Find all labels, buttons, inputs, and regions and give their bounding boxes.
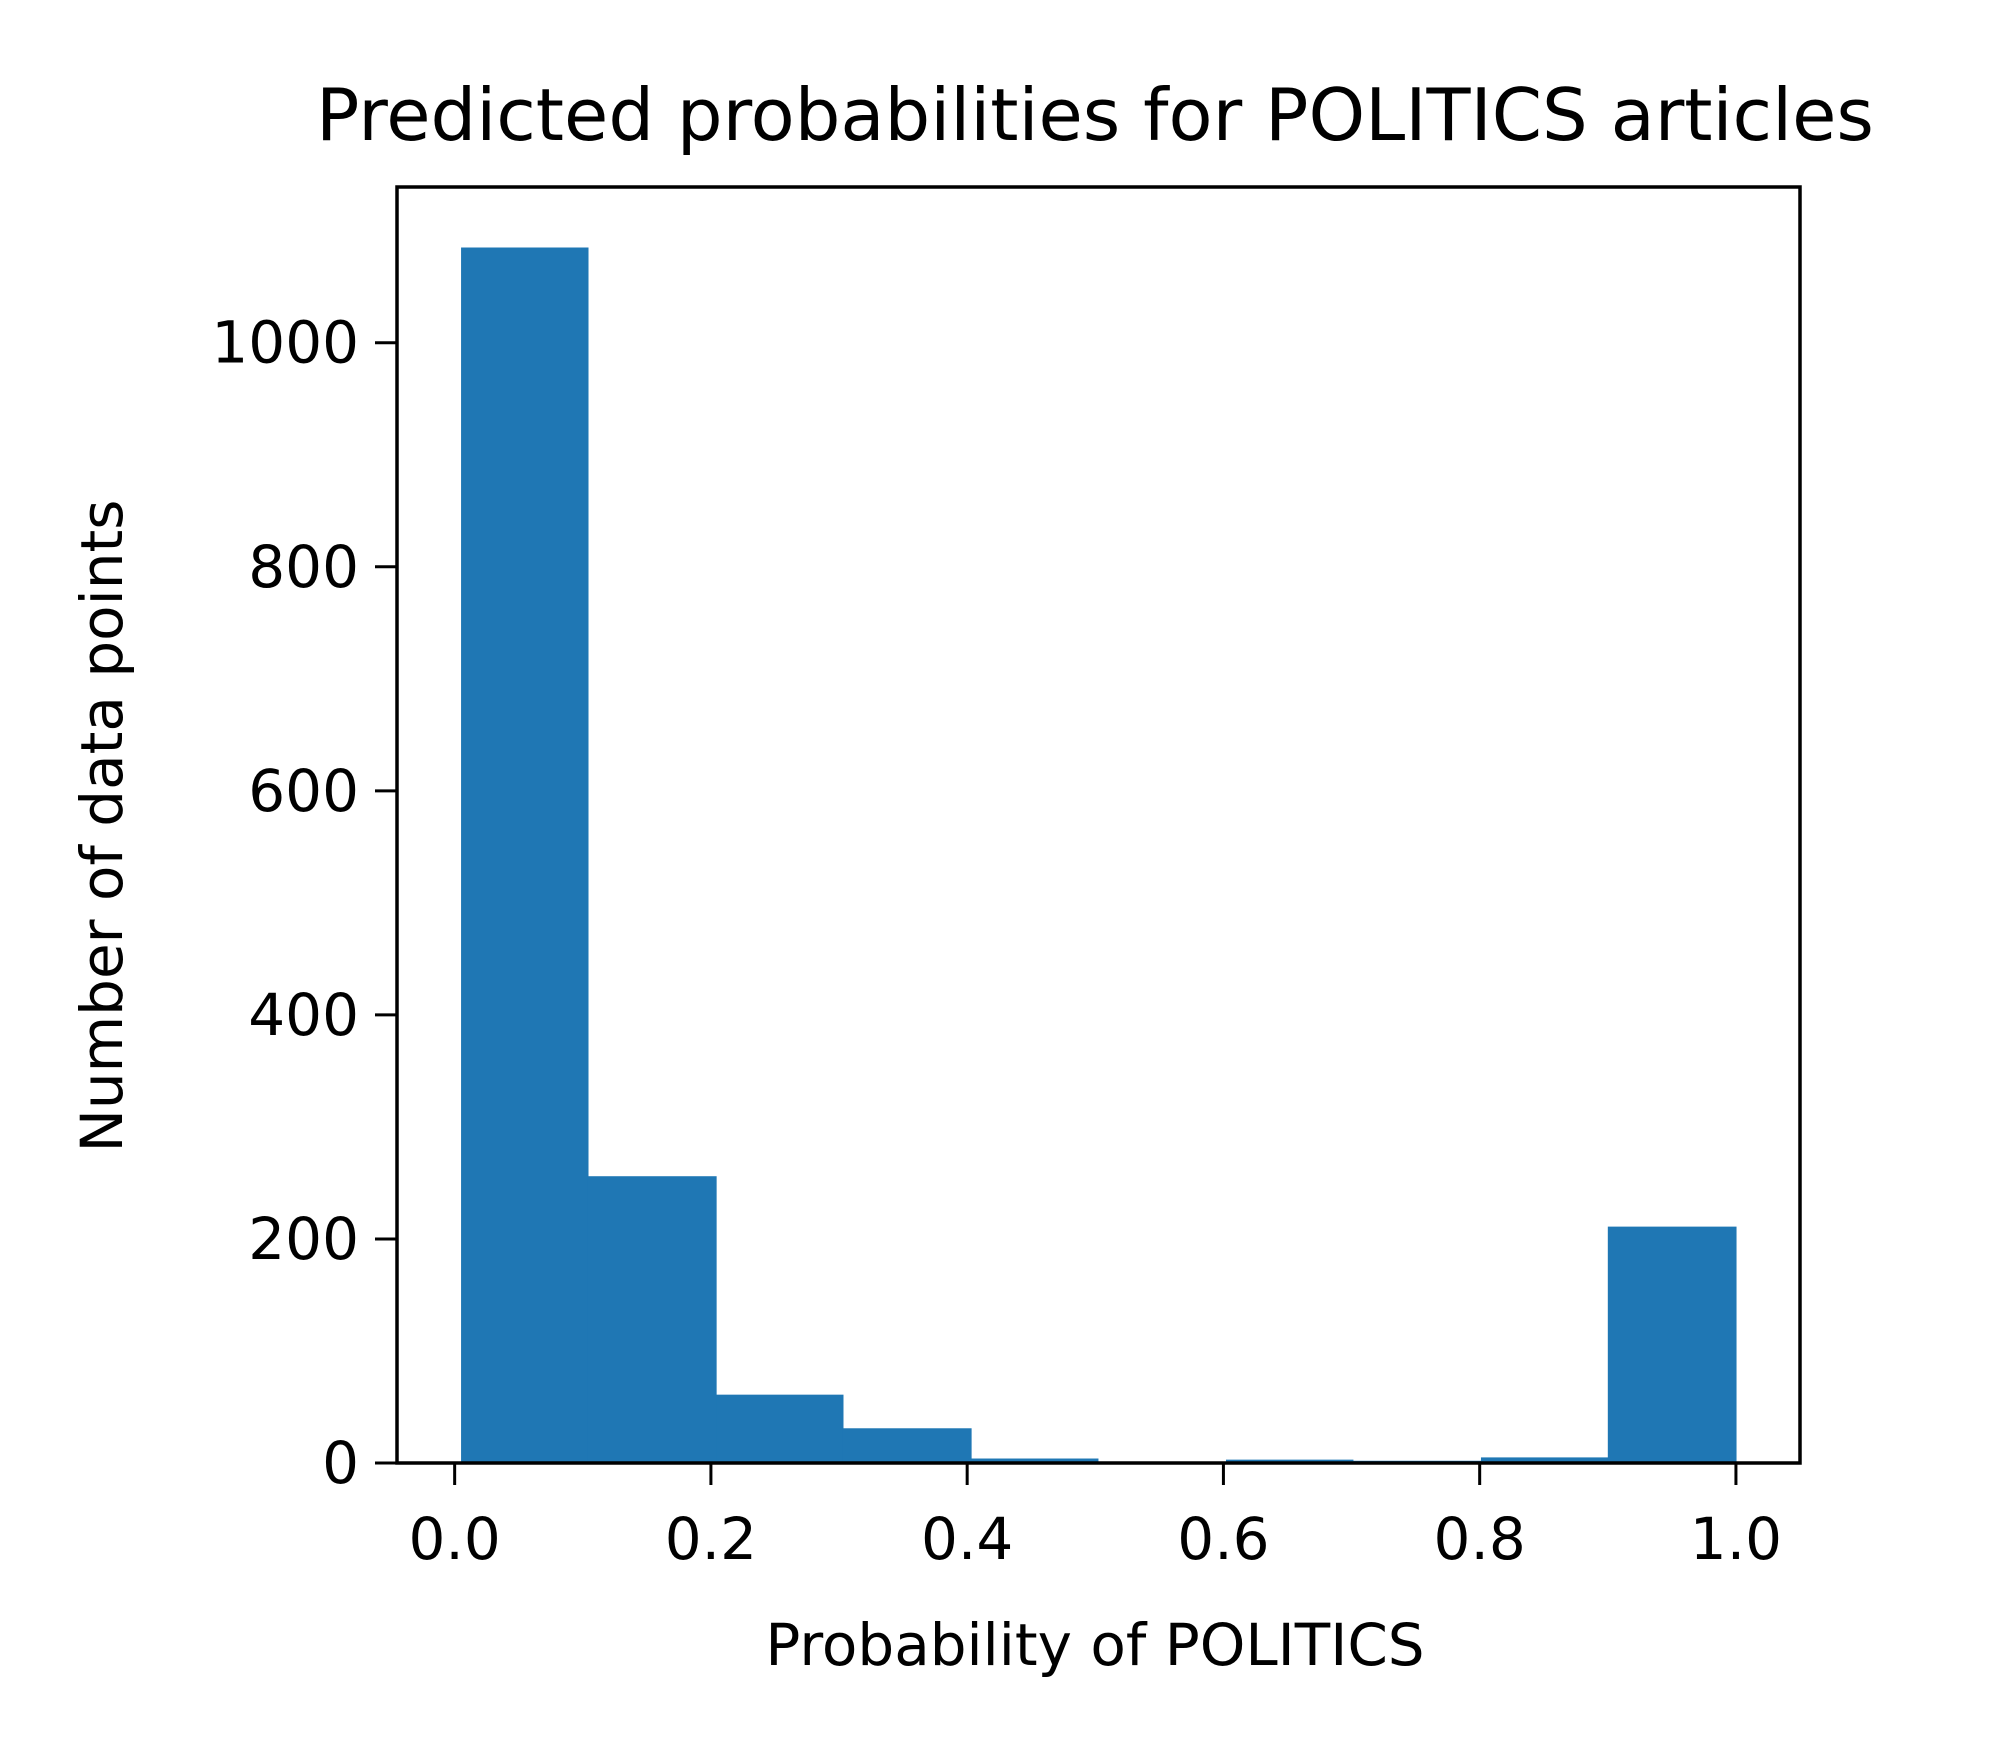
plot-frame [395, 185, 1802, 1465]
histogram-bar-4 [971, 1458, 1099, 1463]
histogram-bar-0 [461, 247, 589, 1463]
x-tick-label: 1.0 [1690, 1505, 1782, 1573]
y-tick-label: 200 [248, 1205, 359, 1273]
y-tick-label: 400 [248, 981, 359, 1049]
histogram-bar-9 [1607, 1226, 1737, 1463]
y-tick-label: 0 [322, 1429, 359, 1497]
histogram-bar-8 [1480, 1457, 1609, 1463]
y-tick-label: 1000 [211, 309, 359, 377]
histogram-bar-1 [587, 1176, 717, 1463]
x-tick-label: 0.2 [665, 1505, 757, 1573]
x-tick-label: 0.0 [409, 1505, 501, 1573]
x-tick-label: 0.4 [921, 1505, 1013, 1573]
y-axis: 0 200 400 600 800 1000 [211, 309, 397, 1497]
x-axis: 0.0 0.2 0.4 0.6 0.8 1.0 [409, 1463, 1782, 1573]
x-tick-label: 0.6 [1177, 1505, 1269, 1573]
x-tick-label: 0.8 [1434, 1505, 1526, 1573]
chart-title: Predicted probabilities for POLITICS art… [316, 73, 1874, 157]
y-tick-label: 600 [248, 757, 359, 825]
histogram-bar-3 [842, 1428, 972, 1463]
y-axis-label: Number of data points [68, 500, 136, 1153]
y-tick-label: 800 [248, 533, 359, 601]
histogram-bar-2 [716, 1394, 844, 1463]
x-axis-label: Probability of POLITICS [765, 1611, 1424, 1679]
bars-group [461, 247, 1737, 1463]
